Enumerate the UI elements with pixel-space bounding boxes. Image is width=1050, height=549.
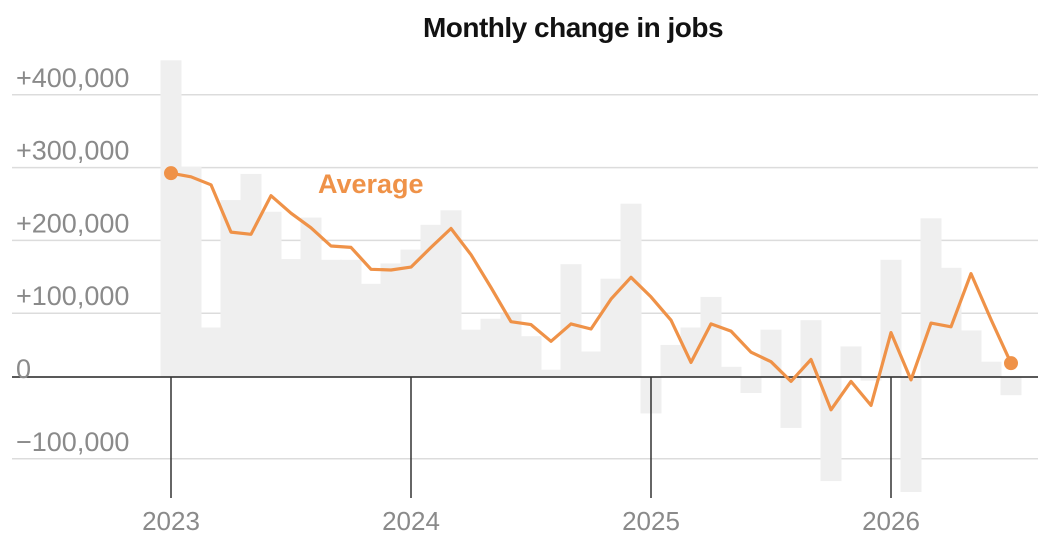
axis-layer [12,376,1038,498]
bar [980,361,1002,377]
bar [800,320,822,377]
bar [700,296,722,377]
bar [540,369,562,377]
bar [920,218,942,377]
average-end-point [1004,356,1018,371]
bar [680,327,702,377]
bar [900,377,922,493]
x-tick-label: 2025 [622,506,680,536]
label-layer: +400,000 +300,000 +200,000 +100,000 0 −100,00… [16,63,920,536]
bar [860,377,882,381]
bar [380,263,402,377]
bar [400,249,422,377]
bar [520,336,542,377]
y-tick-label: −100,000 [16,427,129,457]
bar [500,313,522,377]
bar [740,377,762,394]
bar [220,200,242,377]
y-tick-label: +300,000 [16,136,129,166]
average-start-point [164,166,178,181]
x-tick-label: 2023 [142,506,200,536]
y-tick-label: +200,000 [16,208,129,238]
bar [780,377,802,428]
bar [360,283,382,377]
x-tick-label: 2024 [382,506,440,536]
bar [840,346,862,377]
average-line [169,171,1013,412]
y-tick-label: +400,000 [16,63,129,93]
bar [260,211,282,377]
bar [580,351,602,377]
bar [240,173,262,377]
bar [200,327,222,377]
chart-title: Monthly change in jobs [422,12,724,43]
bar [660,344,682,377]
bar [460,329,482,377]
bar [560,264,582,377]
bar [480,318,502,377]
line-layer [164,166,1018,412]
bar [720,366,742,377]
bar [340,259,362,377]
bar [600,278,622,377]
y-tick-label: 0 [16,354,31,384]
bar [440,210,462,377]
bar [160,60,182,377]
bar [420,224,442,377]
bar [960,330,982,377]
x-tick-label: 2026 [862,506,920,536]
bar [1000,377,1022,396]
bar [280,259,302,377]
average-series-label: Average [318,169,424,199]
y-tick-label: +100,000 [16,281,129,311]
bar-layer [160,60,1022,493]
bar [320,259,342,377]
bar [300,217,322,377]
bar [620,203,642,377]
bar [180,166,202,377]
